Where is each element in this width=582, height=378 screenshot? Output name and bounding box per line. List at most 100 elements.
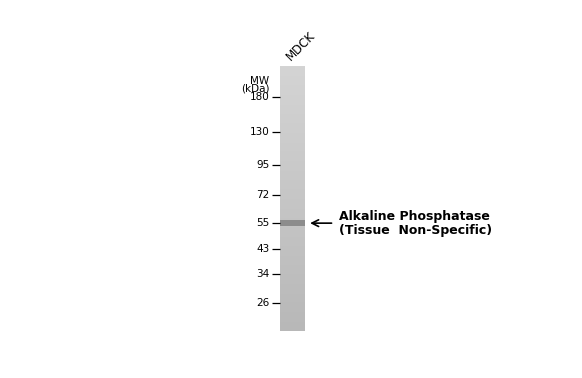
Bar xyxy=(281,237,305,238)
Bar xyxy=(281,220,305,226)
Bar xyxy=(281,118,305,119)
Bar xyxy=(281,137,305,138)
Bar xyxy=(281,285,305,287)
Bar xyxy=(281,179,305,180)
Bar xyxy=(281,173,305,174)
Bar xyxy=(281,258,305,259)
Bar xyxy=(281,294,305,295)
Bar xyxy=(281,99,305,100)
Bar xyxy=(281,163,305,164)
Bar xyxy=(281,274,305,275)
Bar xyxy=(281,290,305,291)
Bar xyxy=(281,218,305,219)
Text: 180: 180 xyxy=(250,92,269,102)
Text: 34: 34 xyxy=(256,269,269,279)
Bar xyxy=(281,192,305,193)
Bar xyxy=(281,289,305,290)
Bar xyxy=(281,202,305,203)
Bar xyxy=(281,190,305,191)
Bar xyxy=(281,197,305,198)
Bar xyxy=(281,186,305,187)
Bar xyxy=(281,136,305,137)
Bar xyxy=(281,307,305,308)
Bar xyxy=(281,100,305,101)
Bar xyxy=(281,239,305,240)
Bar xyxy=(281,146,305,147)
Bar xyxy=(281,154,305,155)
Text: (Tissue  Non-Specific): (Tissue Non-Specific) xyxy=(339,224,492,237)
Bar xyxy=(281,87,305,88)
Bar xyxy=(281,73,305,74)
Bar xyxy=(281,275,305,276)
Bar xyxy=(281,291,305,292)
Bar xyxy=(281,138,305,139)
Bar xyxy=(281,135,305,136)
Text: Alkaline Phosphatase: Alkaline Phosphatase xyxy=(339,210,489,223)
Bar xyxy=(281,79,305,80)
Bar xyxy=(281,125,305,126)
Bar xyxy=(281,147,305,148)
Bar xyxy=(281,80,305,81)
Bar xyxy=(281,232,305,234)
Bar xyxy=(281,322,305,323)
Bar xyxy=(281,324,305,325)
Bar xyxy=(281,224,305,225)
Bar xyxy=(281,167,305,168)
Bar xyxy=(281,288,305,289)
Bar xyxy=(281,214,305,215)
Text: (kDa): (kDa) xyxy=(241,84,269,94)
Bar xyxy=(281,149,305,150)
Bar xyxy=(281,211,305,212)
Bar xyxy=(281,312,305,313)
Bar xyxy=(281,234,305,235)
Bar xyxy=(281,305,305,306)
Bar xyxy=(281,110,305,111)
Bar xyxy=(281,205,305,206)
Bar xyxy=(281,132,305,133)
Bar xyxy=(281,245,305,246)
Bar xyxy=(281,284,305,285)
Bar xyxy=(281,295,305,296)
Bar xyxy=(281,252,305,253)
Bar xyxy=(281,273,305,274)
Bar xyxy=(281,82,305,84)
Bar xyxy=(281,314,305,315)
Bar xyxy=(281,283,305,284)
Bar xyxy=(281,177,305,178)
Bar xyxy=(281,181,305,182)
Bar xyxy=(281,158,305,159)
Bar xyxy=(281,194,305,195)
Bar xyxy=(281,150,305,151)
Bar xyxy=(281,105,305,106)
Bar xyxy=(281,243,305,244)
Bar xyxy=(281,88,305,89)
Bar xyxy=(281,279,305,280)
Bar xyxy=(281,171,305,172)
Bar xyxy=(281,176,305,177)
Bar xyxy=(281,76,305,77)
Bar xyxy=(281,204,305,205)
Bar xyxy=(281,222,305,223)
Bar xyxy=(281,124,305,125)
Bar xyxy=(281,97,305,98)
Bar xyxy=(281,207,305,208)
Bar xyxy=(281,327,305,328)
Bar xyxy=(281,208,305,209)
Bar xyxy=(281,193,305,194)
Bar xyxy=(281,263,305,264)
Bar xyxy=(281,81,305,82)
Bar xyxy=(281,175,305,176)
Bar xyxy=(281,174,305,175)
Bar xyxy=(281,153,305,154)
Bar xyxy=(281,301,305,302)
Bar xyxy=(281,96,305,97)
Bar xyxy=(281,250,305,251)
Bar xyxy=(281,319,305,320)
Bar xyxy=(281,71,305,72)
Bar xyxy=(281,117,305,118)
Text: 43: 43 xyxy=(256,244,269,254)
Bar xyxy=(281,107,305,108)
Bar xyxy=(281,248,305,249)
Bar xyxy=(281,230,305,231)
Bar xyxy=(281,231,305,232)
